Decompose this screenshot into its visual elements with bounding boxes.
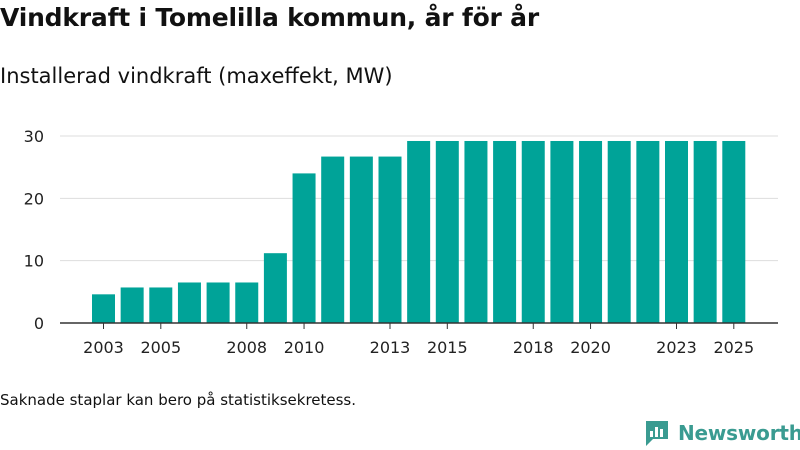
bar-2007 [206, 282, 230, 323]
bar-2019 [550, 140, 574, 323]
x-tick-label: 2013 [370, 338, 411, 357]
x-tick-label: 2018 [513, 338, 554, 357]
y-tick-label: 0 [34, 314, 44, 333]
bar-2023 [665, 140, 688, 323]
bar-2020 [579, 140, 603, 323]
bar-2015 [435, 140, 459, 323]
bar-2018 [521, 140, 545, 323]
bar-2010 [292, 173, 316, 323]
x-tick-label: 2008 [226, 338, 267, 357]
brand-logo: Newsworthy [644, 419, 800, 447]
bar-2025 [722, 140, 746, 323]
chart-subtitle: Installerad vindkraft (maxeffekt, MW) [0, 64, 393, 88]
bar-2016 [464, 140, 488, 323]
x-tick-label: 2020 [570, 338, 611, 357]
y-tick-label: 10 [24, 252, 44, 271]
bar-2009 [263, 253, 287, 323]
bar-2014 [407, 140, 431, 323]
bar-2017 [493, 140, 517, 323]
x-tick-label: 2025 [713, 338, 754, 357]
bar-2013 [378, 156, 402, 323]
bar-2011 [321, 156, 345, 323]
bar-2022 [636, 140, 660, 323]
newsworthy-logo-icon [646, 421, 668, 446]
bar-2006 [177, 282, 201, 323]
x-tick-label: 2010 [284, 338, 325, 357]
bar-2008 [235, 282, 259, 323]
y-tick-label: 20 [24, 189, 44, 208]
x-tick-label: 2003 [83, 338, 124, 357]
bar-2005 [149, 287, 173, 323]
footnote: Saknade staplar kan bero på statistiksek… [0, 391, 357, 409]
bar-chart: 0 10 20 30 2003 2005 2008 2010 2013 2015 2018 2020 2… [24, 127, 778, 357]
bar-2012 [349, 156, 373, 323]
brand-name: Newsworthy [678, 421, 800, 445]
x-tick-label: 2015 [427, 338, 468, 357]
chart-title: Vindkraft i Tomelilla kommun, år för år [0, 3, 539, 32]
y-tick-label: 30 [24, 127, 44, 146]
bar-2021 [607, 140, 631, 323]
bar-2024 [693, 140, 717, 323]
bar-2003 [92, 294, 115, 323]
x-tick-label: 2023 [656, 338, 697, 357]
bar-2004 [120, 287, 144, 323]
x-tick-label: 2005 [140, 338, 181, 357]
